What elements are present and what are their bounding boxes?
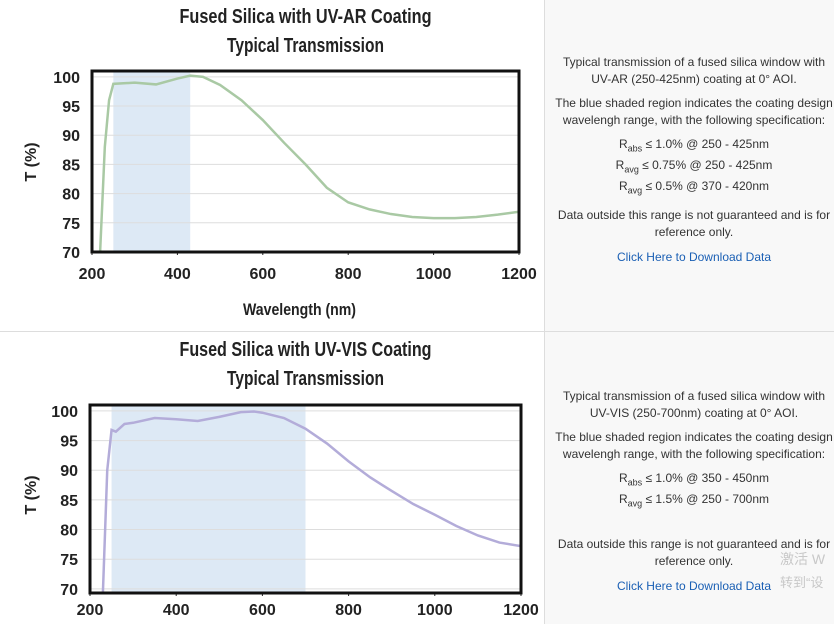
y-tick-label: 100 (53, 70, 80, 87)
y-tick-label: 85 (60, 493, 78, 510)
shade-note: The blue shaded region indicates the coa… (555, 430, 833, 461)
info-cell (545, 0, 834, 332)
spec-list: Rabs ≤ 1.0% @ 350 - 450nm Ravg ≤ 1.5% @ 2… (555, 470, 833, 512)
spec-subscript: avg (624, 164, 639, 175)
x-tick-label: 600 (249, 266, 276, 283)
watermark: 转到“设 (780, 575, 824, 590)
disclaimer: Data outside this range is not guarantee… (557, 208, 831, 239)
y-axis-title: T (%) (23, 475, 40, 514)
spec-subscript: avg (627, 185, 643, 196)
chart-subtitle: Typical Transmission (227, 35, 384, 57)
y-axis-title: T (%) (23, 142, 40, 181)
info-panel: Typical transmission of a fused silica w… (555, 54, 833, 273)
y-tick-label: 90 (60, 463, 78, 480)
spec-subscript: avg (627, 498, 643, 509)
spec-symbol: R (618, 137, 628, 152)
shaded-range (111, 405, 306, 593)
spec-line: Ravg ≤ 0.5% @ 370 - 420nm (555, 178, 833, 199)
spec-symbol: R (618, 471, 628, 486)
shaded-range (113, 71, 191, 252)
y-tick-label: 100 (51, 404, 78, 421)
info-cell (545, 332, 834, 624)
spec-text: ≤ 1.0% @ 250 - 425nm (645, 137, 770, 152)
download-link[interactable]: Click Here to Download Data (616, 578, 772, 593)
x-tick-label: 1200 (503, 602, 539, 619)
spec-line: Ravg ≤ 0.75% @ 250 - 425nm (555, 157, 833, 178)
x-tick-label: 400 (164, 266, 191, 283)
spec-line: Ravg ≤ 1.5% @ 250 - 700nm (555, 491, 833, 512)
y-tick-label: 85 (62, 157, 80, 174)
x-tick-label: 1200 (501, 266, 537, 283)
y-tick-label: 70 (60, 582, 78, 599)
chart-title: Fused Silica with UV-AR Coating (180, 6, 432, 28)
spec-symbol: R (618, 492, 628, 507)
x-tick-label: 800 (335, 602, 362, 619)
chart: Fused Silica with UV-AR Coating Typical T… (23, 6, 537, 319)
y-tick-label: 95 (60, 434, 78, 451)
watermark: 激活 W (780, 551, 826, 567)
y-tick-label: 70 (62, 245, 80, 262)
link-row: Click Here to Download Data (555, 249, 833, 266)
spec-symbol: R (618, 179, 628, 194)
link-row: Click Here to Download Data (555, 578, 833, 595)
disclaimer: Data outside this range is not guarantee… (557, 537, 831, 568)
y-tick-label: 80 (60, 523, 78, 540)
spec-line: Rabs ≤ 1.0% @ 250 - 425nm (555, 136, 833, 157)
spec-text: ≤ 1.5% @ 250 - 700nm (645, 492, 770, 507)
y-tick-label: 90 (62, 128, 80, 145)
x-tick-label: 200 (77, 602, 104, 619)
x-tick-label: 1000 (416, 266, 452, 283)
x-tick-label: 200 (79, 266, 106, 283)
spec-symbol: R (615, 158, 625, 173)
y-tick-label: 95 (62, 99, 80, 116)
series-line (101, 410, 521, 592)
chart-title: Fused Silica with UV-VIS Coating (180, 339, 432, 361)
spec-line: Rabs ≤ 1.0% @ 350 - 450nm (555, 470, 833, 491)
chart-subtitle: Typical Transmission (227, 368, 384, 390)
spec-list: Rabs ≤ 1.0% @ 250 - 425nm Ravg ≤ 0.75% @ … (555, 136, 833, 199)
info-panel: Typical transmission of a fused silica w… (555, 388, 833, 602)
series-line (98, 74, 519, 252)
spec-text: ≤ 0.5% @ 370 - 420nm (645, 179, 770, 194)
x-tick-label: 600 (249, 602, 276, 619)
spec-subscript: abs (627, 477, 643, 488)
y-tick-label: 80 (62, 187, 80, 204)
y-tick-label: 75 (62, 216, 80, 233)
chart: Fused Silica with UV-VIS Coating Typical … (23, 339, 539, 619)
intro-text: Typical transmission of a fused silica w… (562, 389, 826, 420)
plot-frame (88, 403, 523, 595)
x-tick-label: 400 (163, 602, 190, 619)
plot-frame (90, 69, 521, 254)
download-link[interactable]: Click Here to Download Data (616, 249, 772, 264)
x-axis-title: Wavelength (nm) (243, 300, 356, 319)
intro-text: Typical transmission of a fused silica w… (562, 55, 826, 86)
shade-note: The blue shaded region indicates the coa… (555, 96, 833, 127)
x-tick-label: 1000 (417, 602, 453, 619)
spec-subscript: abs (627, 143, 643, 154)
spec-text: ≤ 0.75% @ 250 - 425nm (642, 158, 773, 173)
x-tick-label: 800 (335, 266, 362, 283)
y-tick-label: 75 (60, 552, 78, 569)
spec-text: ≤ 1.0% @ 350 - 450nm (645, 471, 770, 486)
